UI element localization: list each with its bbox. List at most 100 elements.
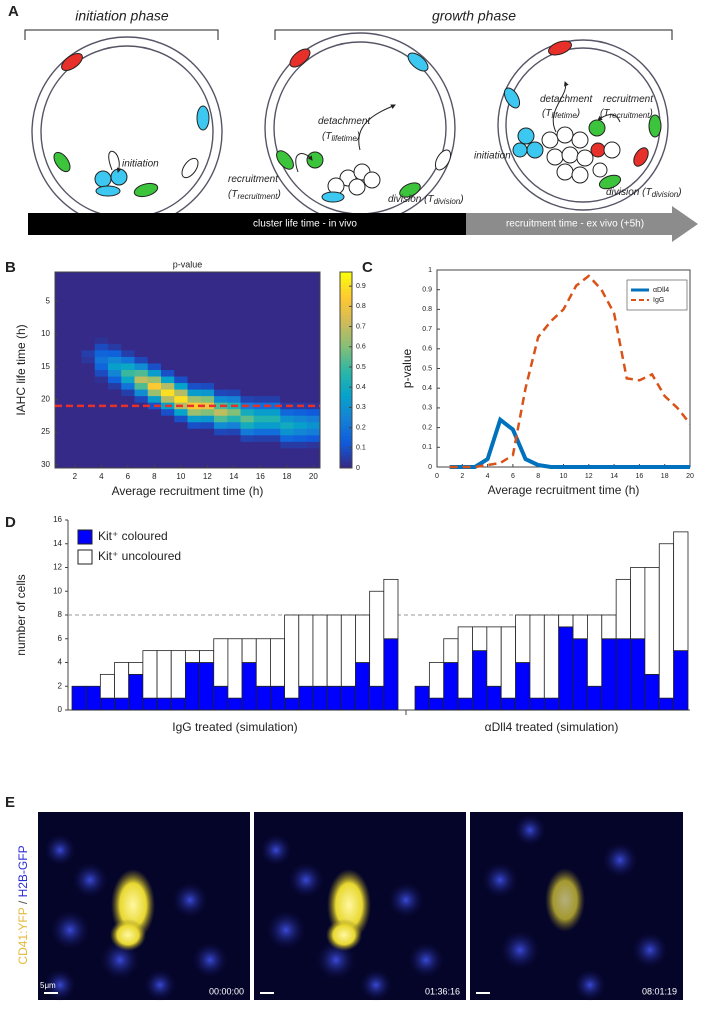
heatmap-cell bbox=[147, 376, 162, 384]
heatmap-cell bbox=[174, 448, 188, 456]
heatmap-cell bbox=[306, 272, 321, 279]
phase-label: initiation phase bbox=[75, 8, 169, 24]
y-tick-label: 0.3 bbox=[422, 405, 432, 412]
heatmap-cell bbox=[306, 396, 321, 404]
heatmap-cell bbox=[121, 285, 135, 292]
x-tick-label: 18 bbox=[282, 472, 291, 481]
heatmap-cell bbox=[187, 409, 202, 417]
colorbar-segment bbox=[340, 379, 352, 384]
heatmap-cell bbox=[267, 356, 281, 364]
bar-segment bbox=[428, 662, 445, 699]
heatmap-cell bbox=[174, 304, 188, 312]
colorbar-tick-label: 0.3 bbox=[356, 404, 366, 411]
heatmap-cell bbox=[200, 376, 215, 384]
heatmap-cell bbox=[227, 389, 241, 397]
bar-segment bbox=[472, 626, 488, 652]
heatmap-cell bbox=[267, 298, 281, 306]
heatmap-cell bbox=[253, 311, 268, 319]
heatmap-cell bbox=[280, 428, 294, 436]
heatmap-cell bbox=[68, 356, 82, 364]
heatmap-cell bbox=[227, 350, 241, 358]
heatmap-cell bbox=[200, 343, 215, 351]
heatmap-cell bbox=[214, 304, 228, 312]
arrow bbox=[108, 81, 621, 173]
x-tick-label: 12 bbox=[585, 473, 593, 480]
x-tick-label: 20 bbox=[309, 472, 318, 481]
heatmap-cell bbox=[68, 448, 82, 456]
heatmap-cell bbox=[134, 311, 149, 319]
heatmap-cell bbox=[306, 428, 321, 436]
heatmap-cell bbox=[293, 422, 308, 430]
series-line bbox=[449, 416, 690, 469]
heatmap-cell bbox=[134, 389, 149, 397]
bar-segment bbox=[601, 614, 617, 640]
bar-segment bbox=[241, 638, 257, 663]
heatmap-cell bbox=[161, 350, 175, 358]
colorbar-segment bbox=[340, 389, 352, 394]
heatmap-cell bbox=[174, 363, 188, 371]
heatmap-cell bbox=[108, 272, 122, 279]
heatmap-cell bbox=[240, 298, 255, 306]
heatmap-cell bbox=[108, 370, 122, 377]
heatmap-cell bbox=[293, 317, 308, 325]
heatmap-cell bbox=[187, 370, 202, 377]
heatmap-cell bbox=[81, 389, 96, 397]
heatmap-cell bbox=[108, 330, 122, 338]
bar-segment bbox=[128, 673, 144, 711]
heatmap-cell bbox=[94, 356, 109, 364]
heatmap-cell bbox=[293, 376, 308, 384]
heatmap-cell bbox=[240, 409, 255, 417]
x-tick-label: 16 bbox=[256, 472, 265, 481]
annotation: division (Tdivision) bbox=[388, 194, 464, 206]
y-axis-label: number of cells bbox=[14, 574, 28, 655]
heatmap-cell bbox=[81, 428, 96, 436]
bar-segment bbox=[443, 638, 459, 663]
heatmap-cell bbox=[94, 370, 109, 377]
heatmap-cell bbox=[253, 298, 268, 306]
bar-segment bbox=[428, 697, 445, 711]
heatmap-cell bbox=[253, 441, 268, 449]
colorbar-segment bbox=[340, 461, 352, 466]
heatmap-cell bbox=[240, 389, 255, 397]
heatmap-cell bbox=[134, 356, 149, 364]
heatmap-cell bbox=[187, 291, 202, 299]
heatmap-cell bbox=[200, 317, 215, 325]
heatmap-cell bbox=[306, 422, 321, 430]
heatmap-cell bbox=[134, 324, 149, 332]
heatmap-cell bbox=[55, 272, 69, 279]
heatmap-cell bbox=[121, 454, 135, 462]
heatmap-cell bbox=[134, 409, 149, 417]
heatmap-cell bbox=[280, 350, 294, 358]
heatmap-cell bbox=[68, 350, 82, 358]
y-tick-label: 0.5 bbox=[422, 365, 432, 372]
heatmap-cell bbox=[108, 415, 122, 423]
bar-segment bbox=[587, 685, 603, 711]
heatmap-cell bbox=[94, 291, 109, 299]
heatmap-cell bbox=[121, 441, 135, 449]
heatmap-cell bbox=[94, 454, 109, 462]
heatmap-cell bbox=[227, 454, 241, 462]
heatmap-cell bbox=[267, 454, 281, 462]
panel-label: E bbox=[5, 794, 15, 811]
heatmap-cell bbox=[161, 278, 175, 286]
bar-segment bbox=[355, 614, 371, 663]
heatmap-cell bbox=[214, 389, 228, 397]
axis-frame bbox=[54, 271, 321, 469]
heatmap-cell bbox=[227, 311, 241, 319]
heatmap-cell bbox=[227, 396, 241, 404]
colorbar-segment bbox=[340, 425, 352, 430]
heatmap-cell bbox=[227, 278, 241, 286]
colorbar-segment bbox=[340, 324, 352, 329]
heatmap-cell bbox=[55, 389, 69, 397]
colorbar-segment bbox=[340, 327, 352, 332]
heatmap-cell bbox=[240, 363, 255, 371]
heatmap-cell bbox=[200, 441, 215, 449]
heatmap-cell bbox=[240, 435, 255, 443]
heatmap-cell bbox=[94, 324, 109, 332]
heatmap-cell bbox=[306, 317, 321, 325]
heatmap-cell bbox=[240, 370, 255, 377]
heatmap-cell bbox=[68, 454, 82, 462]
heatmap-cell bbox=[55, 396, 69, 404]
heatmap-cell bbox=[240, 422, 255, 430]
colorbar-tick-label: 0.9 bbox=[356, 283, 366, 290]
